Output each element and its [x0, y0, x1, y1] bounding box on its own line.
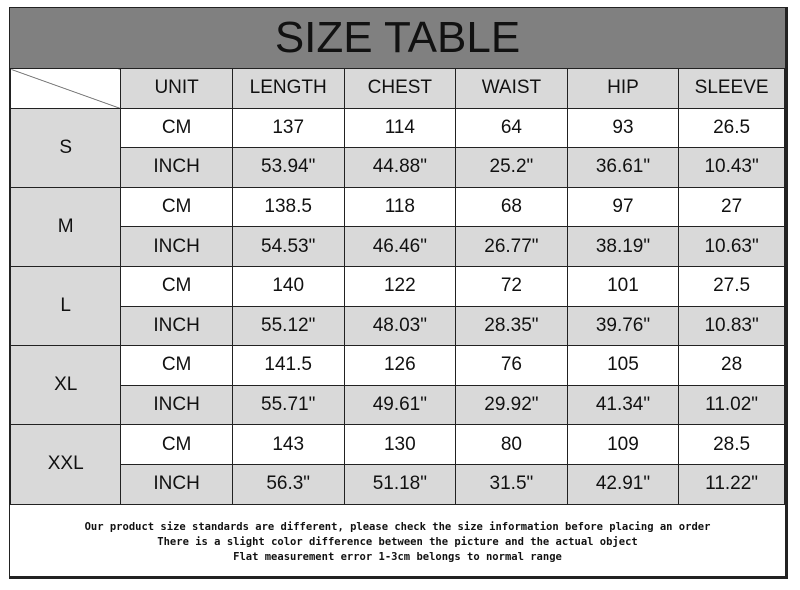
value-cell: 101	[566, 265, 680, 307]
value-cell: 31.5"	[455, 463, 568, 505]
value-cell: 29.92"	[455, 384, 568, 426]
value-cell: 26.77"	[455, 226, 568, 267]
value-cell: 55.71"	[231, 384, 345, 426]
table-row: INCH 55.12" 48.03" 28.35" 39.76" 10.83"	[11, 305, 785, 347]
value-cell: 27	[678, 186, 785, 228]
value-cell: 56.3"	[231, 463, 345, 505]
value-cell: 105	[566, 345, 680, 386]
header-hip: HIP	[566, 68, 680, 109]
unit-cell: CM	[120, 265, 233, 307]
unit-cell: INCH	[120, 305, 233, 347]
unit-cell: INCH	[120, 226, 233, 267]
value-cell: 137	[231, 107, 345, 149]
value-cell: 44.88"	[343, 147, 457, 188]
value-cell: 76	[455, 345, 568, 386]
value-cell: 138.5	[231, 186, 345, 228]
value-cell: 118	[343, 186, 457, 228]
header-length: LENGTH	[231, 68, 345, 109]
unit-cell: CM	[120, 107, 233, 149]
value-cell: 80	[455, 424, 568, 465]
value-cell: 140	[231, 265, 345, 307]
unit-cell: INCH	[120, 147, 233, 188]
table-row: INCH 54.53" 46.46" 26.77" 38.19" 10.63"	[11, 226, 785, 267]
unit-cell: INCH	[120, 384, 233, 426]
value-cell: 28	[678, 345, 785, 386]
value-cell: 93	[566, 107, 680, 149]
value-cell: 10.43"	[678, 147, 785, 188]
note-2: There is a slight color difference betwe…	[157, 536, 638, 548]
header-sleeve: SLEEVE	[678, 68, 785, 109]
size-label: M	[9, 186, 122, 267]
value-cell: 109	[566, 424, 680, 465]
value-cell: 11.02"	[678, 384, 785, 426]
header-waist: WAIST	[455, 68, 568, 109]
table-row: INCH 56.3" 51.18" 31.5" 42.91" 11.22"	[11, 463, 785, 505]
value-cell: 68	[455, 186, 568, 228]
value-cell: 38.19"	[566, 226, 680, 267]
table-row: S CM 137 114 64 93 26.5	[9, 107, 785, 188]
unit-cell: CM	[120, 345, 233, 386]
note-3: Flat measurement error 1-3cm belongs to …	[233, 551, 562, 563]
table-row: M CM 138.5 118 68 97 27	[9, 186, 785, 267]
header-row: UNIT LENGTH CHEST WAIST HIP SLEEVE	[9, 68, 785, 109]
value-cell: 36.61"	[566, 147, 680, 188]
value-cell: 54.53"	[231, 226, 345, 267]
value-cell: 49.61"	[343, 384, 457, 426]
size-table: UNIT LENGTH CHEST WAIST HIP SLEEVE S CM 13…	[9, 68, 785, 505]
unit-cell: CM	[120, 186, 233, 228]
value-cell: 114	[343, 107, 457, 149]
header-unit: UNIT	[120, 68, 233, 109]
value-cell: 64	[455, 107, 568, 149]
value-cell: 25.2"	[455, 147, 568, 188]
value-cell: 72	[455, 265, 568, 307]
value-cell: 42.91"	[566, 463, 680, 505]
value-cell: 41.34"	[566, 384, 680, 426]
header-chest: CHEST	[343, 68, 457, 109]
notes: Our product size standards are different…	[10, 504, 785, 565]
value-cell: 10.63"	[678, 226, 785, 267]
value-cell: 10.83"	[678, 305, 785, 347]
table-row: INCH 55.71" 49.61" 29.92" 41.34" 11.02"	[11, 384, 785, 426]
value-cell: 46.46"	[343, 226, 457, 267]
value-cell: 27.5	[678, 265, 785, 307]
value-cell: 141.5	[231, 345, 345, 386]
unit-cell: INCH	[120, 463, 233, 505]
value-cell: 53.94"	[231, 147, 345, 188]
size-label: XL	[9, 345, 122, 426]
table-row: XXL CM 143 130 80 109 28.5	[9, 424, 785, 505]
table-row: XL CM 141.5 126 76 105 28	[9, 345, 785, 426]
value-cell: 26.5	[678, 107, 785, 149]
size-label: L	[9, 265, 122, 347]
value-cell: 55.12"	[231, 305, 345, 347]
page-title: SIZE TABLE	[10, 8, 785, 69]
value-cell: 143	[231, 424, 345, 465]
value-cell: 122	[343, 265, 457, 307]
value-cell: 48.03"	[343, 305, 457, 347]
corner-cell	[9, 68, 122, 109]
note-1: Our product size standards are different…	[84, 521, 711, 533]
value-cell: 51.18"	[343, 463, 457, 505]
value-cell: 28.35"	[455, 305, 568, 347]
value-cell: 130	[343, 424, 457, 465]
value-cell: 39.76"	[566, 305, 680, 347]
size-label: XXL	[9, 424, 122, 505]
value-cell: 126	[343, 345, 457, 386]
value-cell: 97	[566, 186, 680, 228]
value-cell: 28.5	[678, 424, 785, 465]
size-label: S	[9, 107, 122, 188]
unit-cell: CM	[120, 424, 233, 465]
value-cell: 11.22"	[678, 463, 785, 505]
table-row: L CM 140 122 72 101 27.5	[9, 265, 785, 347]
size-table-frame: SIZE TABLE UNIT LENGTH CHEST WAIST HIP S…	[9, 7, 788, 579]
table-row: INCH 53.94" 44.88" 25.2" 36.61" 10.43"	[11, 147, 785, 188]
